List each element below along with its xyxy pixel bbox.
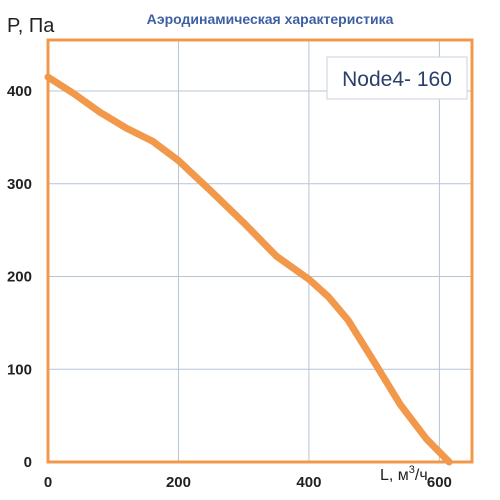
annotation-text: Node4- 160	[342, 68, 452, 91]
annotation-box: Node4- 160	[326, 56, 468, 100]
x-tick-label: 400	[296, 474, 321, 491]
y-tick-label: 0	[24, 454, 32, 471]
y-tick-label: 200	[7, 269, 32, 286]
x-axis-label-sup: 3	[409, 464, 415, 476]
x-axis-label-main: L, м	[380, 467, 409, 484]
x-tick-label: 0	[44, 474, 52, 491]
y-tick-label: 400	[7, 83, 32, 100]
x-axis-label-tail: /ч	[415, 467, 428, 484]
chart-title: Аэродинамическая характеристика	[147, 11, 394, 27]
y-tick-label: 300	[7, 176, 32, 193]
y-axis-label: P, Па	[7, 15, 55, 37]
x-axis-label: L, м3/ч	[380, 464, 428, 484]
series-line	[44, 73, 453, 466]
x-tick-label: 200	[166, 474, 191, 491]
tick-labels: 0 200 400 600 0 100 200 300 400	[7, 83, 452, 491]
series-layer	[44, 73, 453, 466]
plot-frame	[46, 38, 474, 464]
y-tick-label: 100	[7, 361, 32, 378]
x-tick-label: 600	[427, 474, 452, 491]
